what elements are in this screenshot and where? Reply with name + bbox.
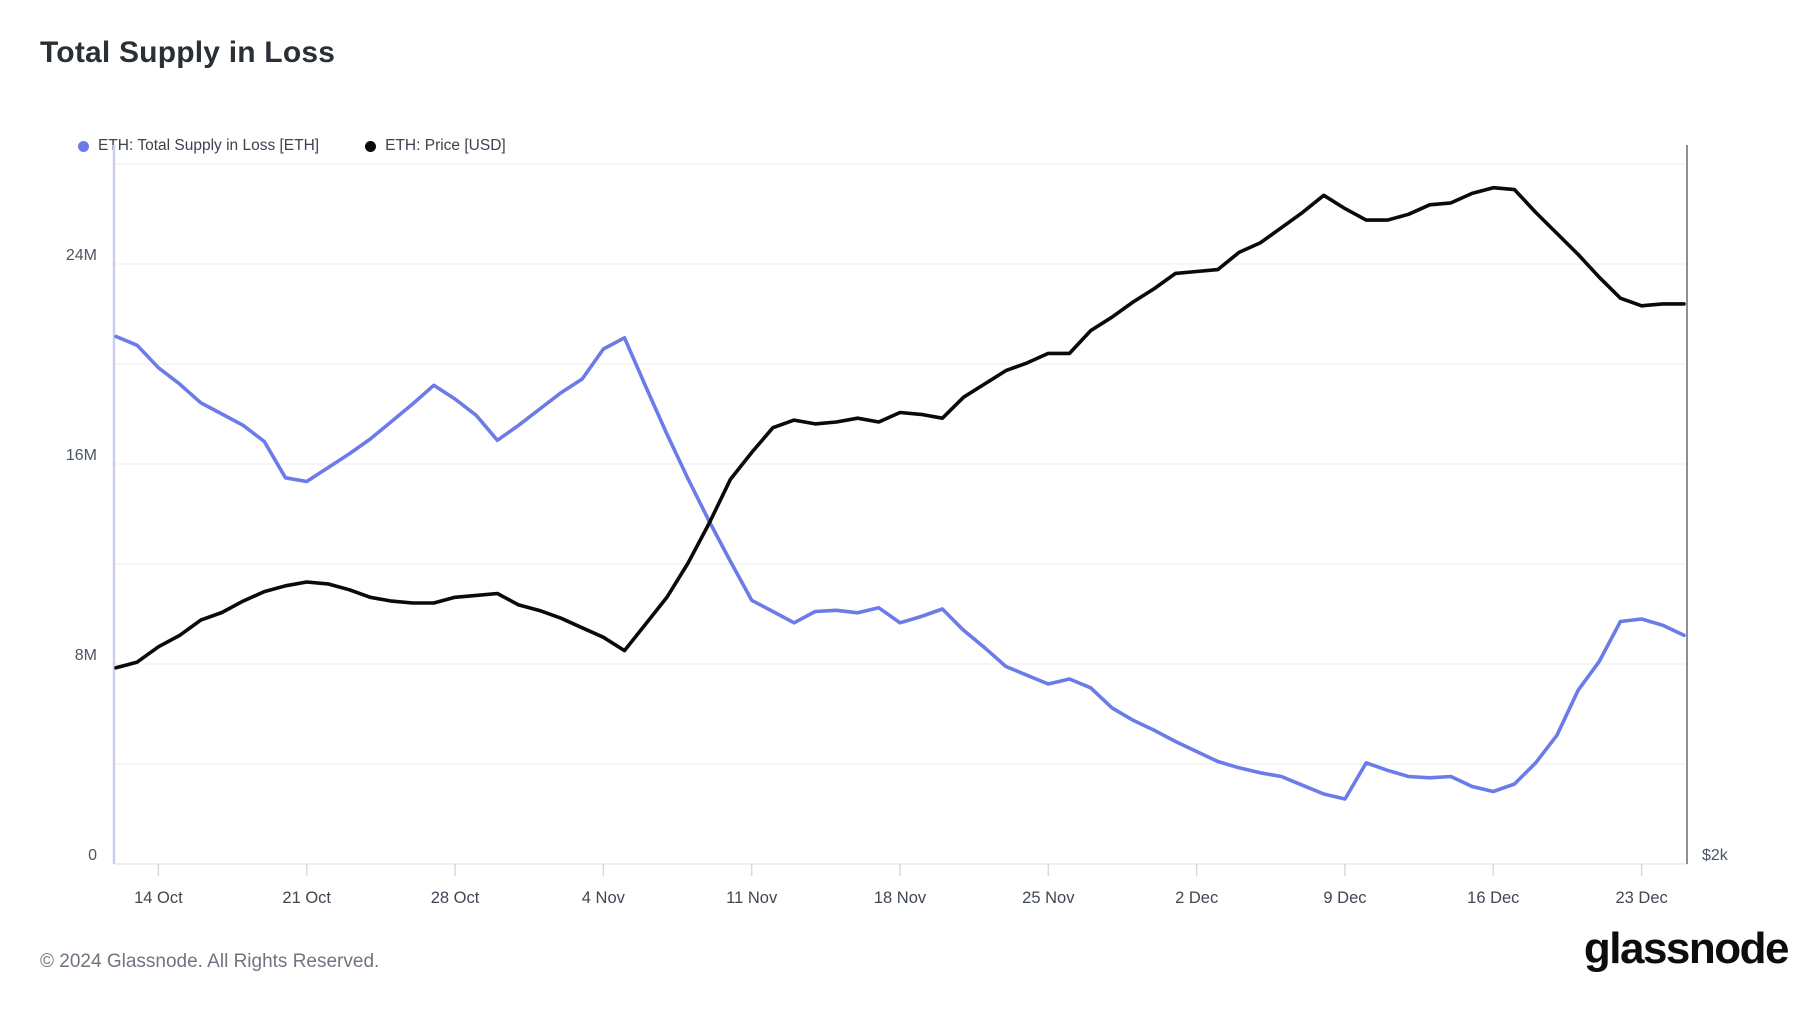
legend-label-price: ETH: Price [USD] (385, 137, 506, 154)
legend-dot-price-icon (365, 140, 377, 152)
x-axis-label: 28 Oct (431, 889, 480, 907)
y-axis-label: 16M (66, 447, 97, 464)
chart-legend: ETH: Total Supply in Loss [ETH] ETH: Pri… (78, 137, 506, 155)
legend-label-supply: ETH: Total Supply in Loss [ETH] (98, 137, 320, 154)
x-axis-label: 25 Nov (1022, 889, 1075, 907)
supply-in-loss-line (114, 334, 1686, 801)
copyright-text: © 2024 Glassnode. All Rights Reserved. (40, 951, 380, 972)
y-axis-right-label: $2k (1702, 847, 1729, 864)
legend-item-supply-in-loss[interactable]: ETH: Total Supply in Loss [ETH] (78, 137, 319, 155)
y-axis-label: 8M (75, 647, 97, 664)
legend-item-price[interactable]: ETH: Price [USD] (365, 137, 506, 155)
price-line (114, 185, 1686, 670)
x-axis-label: 23 Dec (1615, 889, 1667, 907)
page-title: Total Supply in Loss (40, 36, 336, 69)
y-axis-label: 0 (88, 847, 97, 864)
y-axis-label: 24M (66, 247, 97, 264)
glassnode-logo: glassnode (1583, 924, 1790, 973)
x-axis-label: 2 Dec (1175, 889, 1218, 907)
x-axis-label: 9 Dec (1323, 889, 1366, 907)
x-axis-label: 11 Nov (726, 889, 778, 907)
x-axis-label: 18 Nov (874, 889, 927, 907)
x-axis-label: 4 Nov (582, 889, 626, 907)
legend-dot-supply-icon (78, 140, 89, 152)
x-axis-label: 16 Dec (1467, 889, 1519, 907)
x-axis-label: 14 Oct (134, 889, 183, 907)
x-axis-label: 21 Oct (282, 889, 331, 907)
